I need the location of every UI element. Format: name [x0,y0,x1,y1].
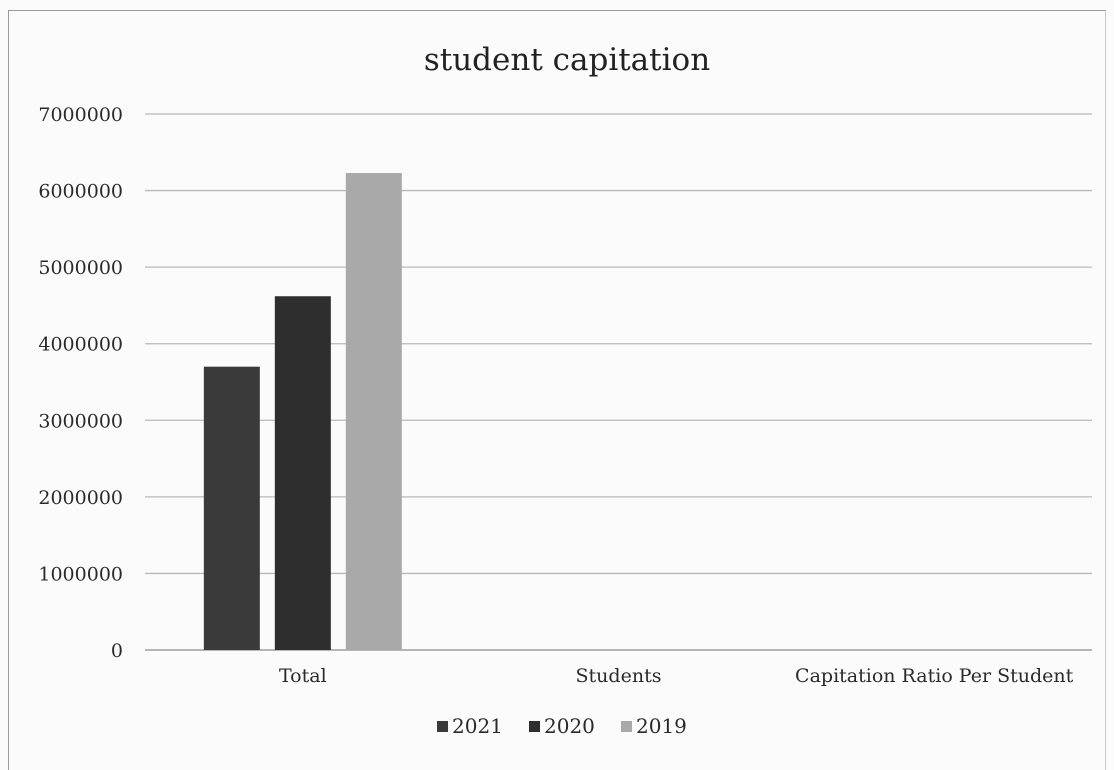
y-axis-ticks: 0 1000000 2000000 3000000 4000000 5000000 6000… [38,104,123,662]
y-tick-label: 2000000 [38,487,123,509]
bars [203,172,402,650]
legend-label: 2021 [452,714,503,738]
x-axis-categories: Total Students Capitation Ratio Per Studen… [279,665,1074,687]
legend-label: 2020 [544,714,595,738]
x-category-label: Capitation Ratio Per Student [795,665,1074,687]
bar-2019-total [345,172,402,650]
y-tick-label: 0 [111,640,123,662]
y-tick-label: 6000000 [38,181,123,203]
x-category-label: Students [576,665,662,687]
bar-2021-total [203,366,260,650]
legend: 2021 2020 2019 [437,714,687,738]
y-tick-label: 7000000 [38,104,123,126]
y-tick-label: 5000000 [38,257,123,279]
y-tick-label: 3000000 [38,410,123,432]
x-category-label: Total [279,665,327,687]
bar-2020-total [274,296,331,650]
y-tick-label: 4000000 [38,334,123,356]
y-tick-label: 1000000 [38,563,123,585]
chart-title: student capitation [424,42,710,78]
legend-swatch [621,721,632,732]
legend-swatch [437,721,448,732]
chart-frame [8,10,1106,770]
legend-label: 2019 [636,714,687,738]
legend-swatch [529,721,540,732]
